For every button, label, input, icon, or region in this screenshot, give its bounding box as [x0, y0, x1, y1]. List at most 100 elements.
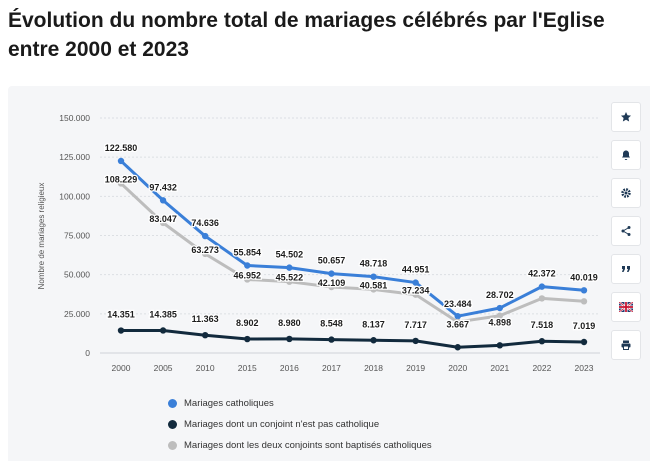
data-point-2 [159, 219, 167, 227]
flag-uk-button[interactable] [611, 292, 641, 322]
data-point-1 [580, 338, 588, 346]
data-label: 42.372 [528, 269, 556, 279]
data-point-2 [286, 278, 293, 285]
data-point-1 [370, 337, 377, 344]
series-line-2 [119, 181, 586, 324]
x-tick-label: 2018 [364, 363, 383, 373]
data-point-0 [538, 283, 546, 290]
data-label: 28.702 [486, 290, 514, 300]
x-tick-label: 2020 [448, 363, 467, 373]
data-label: 108.229 [105, 174, 138, 184]
share-button[interactable] [611, 216, 641, 246]
data-point-2 [201, 250, 209, 258]
data-label: 45.522 [276, 273, 304, 283]
series-line-1 [119, 328, 586, 349]
data-point-0 [370, 273, 377, 280]
x-tick-label: 2019 [406, 363, 425, 373]
data-point-0 [412, 279, 419, 286]
data-label: 50.657 [318, 256, 346, 266]
gear-icon [620, 187, 632, 199]
data-label: 122.580 [105, 143, 138, 153]
x-tick-label: 2000 [112, 363, 131, 373]
data-point-2 [328, 283, 335, 291]
data-label: 40.019 [570, 272, 598, 282]
data-label: 8.548 [320, 319, 343, 329]
data-label: 37.234 [402, 286, 430, 296]
x-tick-label: 2021 [490, 363, 509, 373]
print-button[interactable] [611, 330, 641, 360]
data-point-2 [244, 276, 251, 283]
data-point-2 [538, 295, 546, 302]
data-label: 11.363 [192, 314, 219, 324]
quote-icon [620, 263, 632, 275]
data-point-1 [412, 337, 419, 345]
data-label: 7.019 [573, 321, 596, 331]
chart-toolbar [611, 102, 643, 368]
data-label: 8.980 [278, 318, 301, 328]
legend-marker [168, 441, 177, 450]
x-tick-label: 2005 [154, 363, 173, 373]
x-tick-label: 2023 [575, 363, 594, 373]
data-label: 97.432 [149, 182, 177, 192]
x-tick-label: 2017 [322, 363, 341, 373]
data-point-1 [244, 335, 251, 343]
print-icon [620, 339, 632, 351]
data-point-2 [370, 286, 377, 293]
data-point-1 [538, 338, 546, 345]
data-point-0 [159, 197, 167, 204]
data-label: 8.902 [236, 318, 259, 328]
data-point-1 [201, 331, 209, 339]
data-point-1 [328, 336, 335, 343]
quote-button[interactable] [611, 254, 641, 284]
chart-legend: Mariages catholiques Mariages dont un con… [168, 394, 432, 457]
data-point-0 [286, 264, 293, 271]
data-label: 40.581 [360, 280, 388, 290]
legend-label: Mariages dont un conjoint n'est pas cath… [184, 419, 380, 430]
y-tick-label: 50.000 [64, 270, 90, 280]
data-point-1 [159, 327, 167, 334]
data-point-1 [286, 335, 293, 343]
data-point-1 [496, 342, 504, 349]
legend-item[interactable]: Mariages dont un conjoint n'est pas cath… [168, 415, 432, 434]
y-tick-label: 150.000 [59, 113, 90, 123]
y-tick-label: 0 [85, 348, 90, 358]
y-tick-label: 25.000 [64, 309, 90, 319]
y-tick-label: 125.000 [59, 152, 90, 162]
data-point-0 [496, 304, 504, 312]
data-label: 54.502 [276, 250, 304, 260]
data-label: 3.667 [446, 319, 469, 329]
data-point-0 [580, 287, 588, 294]
data-label: 14.351 [107, 310, 135, 320]
y-tick-label: 75.000 [64, 231, 90, 241]
bell-icon [620, 149, 632, 161]
legend-item[interactable]: Mariages dont les deux conjoints sont ba… [168, 436, 432, 455]
data-point-0 [454, 313, 461, 320]
data-point-2 [496, 312, 504, 319]
x-tick-label: 2016 [280, 363, 299, 373]
data-label: 4.898 [489, 317, 512, 327]
x-tick-label: 2010 [196, 363, 215, 373]
data-label: 63.273 [191, 245, 219, 255]
legend-label: Mariages catholiques [184, 398, 274, 409]
legend-marker [168, 420, 177, 429]
y-axis-label: Nombre de mariages religieux [37, 183, 46, 290]
data-label: 44.951 [402, 265, 430, 275]
data-point-2 [412, 291, 419, 298]
legend-item[interactable]: Mariages catholiques [168, 394, 432, 413]
star-button[interactable] [611, 102, 641, 132]
y-tick-label: 100.000 [59, 191, 90, 201]
data-point-2 [117, 180, 125, 187]
star-icon [620, 111, 632, 123]
data-point-0 [244, 262, 251, 269]
bell-button[interactable] [611, 140, 641, 170]
legend-marker [168, 399, 177, 408]
data-label: 46.952 [234, 270, 262, 280]
flag-uk-icon [619, 302, 633, 312]
data-point-0 [117, 157, 125, 165]
gear-button[interactable] [611, 178, 641, 208]
data-point-1 [454, 344, 461, 351]
data-label: 8.137 [362, 319, 385, 329]
data-label: 42.109 [318, 278, 346, 288]
data-label: 14.385 [149, 309, 177, 319]
